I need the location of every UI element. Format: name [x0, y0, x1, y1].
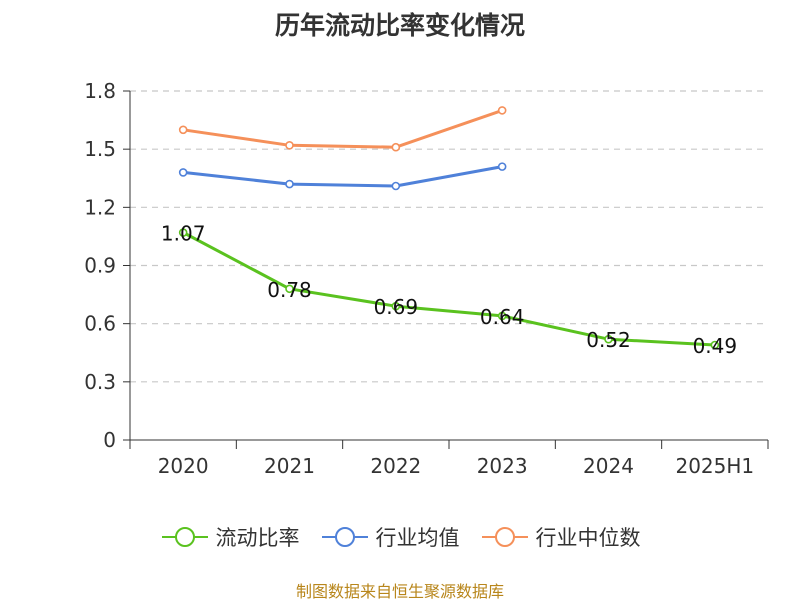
x-tick-label: 2023	[477, 454, 528, 478]
legend-line-circle-icon	[481, 527, 528, 547]
legend-line-circle-icon	[321, 527, 368, 547]
data-point	[391, 301, 401, 311]
data-point	[178, 168, 188, 177]
data-point	[391, 142, 401, 152]
data-label: 0.49	[693, 334, 738, 358]
y-tick-label: 0.3	[84, 370, 116, 394]
legend-label: 行业中位数	[535, 526, 641, 550]
legend-label: 流动比率	[215, 526, 300, 550]
source-note: 制图数据来自恒生聚源数据库	[295, 582, 504, 601]
grid-lines	[130, 90, 768, 383]
data-label: 0.52	[586, 328, 631, 352]
y-tick-label: 0.9	[84, 254, 116, 278]
legend-circle	[334, 527, 355, 547]
x-tick-label: 2024	[583, 454, 634, 478]
y-tick-label: 1.2	[84, 195, 116, 219]
data-point	[497, 106, 507, 115]
series-line	[182, 108, 503, 149]
x-tick-label: 2025H1	[675, 454, 754, 478]
data-point	[710, 340, 720, 350]
data-label: 0.78	[267, 278, 312, 302]
data-point	[178, 125, 188, 135]
data-point	[497, 311, 507, 321]
y-tick-label: 0.6	[84, 312, 116, 336]
data-point	[285, 140, 294, 150]
data-label: 1.07	[161, 222, 206, 246]
y-tick-label: 0	[103, 428, 116, 452]
y-tick-label: 1.8	[84, 79, 116, 103]
legend: 流动比率 行业均值 行业中位数	[0, 520, 800, 554]
legend-item-industry-median[interactable]: 行业中位数	[480, 522, 641, 552]
y-tick-label: 1.5	[84, 137, 116, 161]
data-point	[285, 284, 294, 294]
data-point	[391, 181, 401, 191]
legend-item-current-ratio[interactable]: 流动比率	[160, 522, 300, 552]
legend-circle	[494, 527, 515, 547]
data-labels: 1.07 0.78 0.69 0.64 0.52 0.49	[161, 222, 737, 358]
x-tick-label: 2022	[370, 454, 421, 478]
chart-title: 历年流动比率变化情况	[274, 11, 525, 40]
data-point	[285, 179, 294, 189]
series-layer	[178, 106, 720, 350]
x-tick-label: 2021	[264, 454, 315, 478]
x-tick-label: 2020	[158, 454, 209, 478]
data-point	[604, 334, 613, 344]
legend-circle	[174, 527, 195, 547]
data-label: 0.69	[374, 295, 419, 319]
series-line	[182, 231, 715, 347]
data-point	[178, 228, 188, 237]
axes: 0 0.3 0.6 0.9 1.2 1.5 1.8 2020 2021 2022 2023 2024 2…	[84, 79, 769, 478]
data-point	[497, 162, 507, 171]
legend-item-industry-mean[interactable]: 行业均值	[320, 522, 460, 552]
legend-line-circle-icon	[161, 527, 208, 547]
data-label: 0.64	[480, 305, 525, 329]
series-line	[183, 165, 503, 188]
legend-label: 行业均值	[375, 526, 460, 550]
